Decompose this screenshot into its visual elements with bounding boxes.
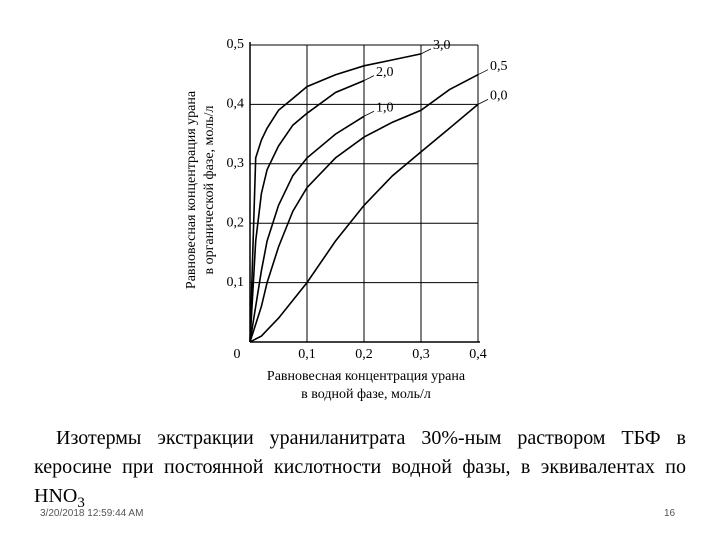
series-line — [249, 79, 365, 343]
chart: Равновесная концентрация урана в водной … — [184, 37, 508, 402]
label-leader — [420, 48, 432, 55]
series-label: 0,0 — [490, 89, 508, 104]
series-line — [249, 73, 479, 343]
x-tick-label: 0 — [234, 347, 241, 362]
x-tick-label: 0,2 — [355, 347, 373, 362]
series-label: 0,5 — [490, 59, 508, 74]
caption-subscript: 3 — [77, 495, 85, 511]
label-leader — [477, 99, 489, 105]
series-label: 2,0 — [376, 65, 394, 80]
footer-date: 3/20/2018 12:59:44 AM — [40, 508, 144, 519]
y-axis-label: Равновесная концентрация урана — [184, 90, 199, 289]
caption-text: Изотермы экстракции ураниланитрата 30%-н… — [34, 427, 686, 507]
series-line — [249, 53, 422, 343]
series-line — [249, 115, 365, 343]
y-tick-label: 0,3 — [227, 156, 245, 171]
y-tick-label: 0,4 — [227, 97, 245, 112]
y-axis-label: в органической фазе, моль/л — [202, 106, 217, 275]
caption: Изотермы экстракции ураниланитрата 30%-н… — [34, 424, 686, 518]
y-tick-label: 0,2 — [227, 215, 245, 230]
series-line — [249, 103, 479, 343]
label-leader — [363, 75, 375, 81]
x-axis-label: Равновесная концентрация урана — [267, 369, 466, 384]
x-tick-label: 0,4 — [469, 347, 487, 362]
label-leader — [363, 110, 375, 117]
x-tick-label: 0,3 — [412, 347, 430, 362]
y-tick-label: 0,5 — [227, 37, 245, 52]
page-number: 16 — [664, 508, 676, 519]
x-tick-label: 0,1 — [298, 347, 316, 362]
series-label: 3,0 — [433, 38, 451, 53]
label-leader — [477, 69, 489, 76]
series-label: 1,0 — [376, 100, 394, 115]
x-axis-label: в водной фазе, моль/л — [301, 387, 431, 402]
y-tick-label: 0,1 — [227, 275, 245, 290]
